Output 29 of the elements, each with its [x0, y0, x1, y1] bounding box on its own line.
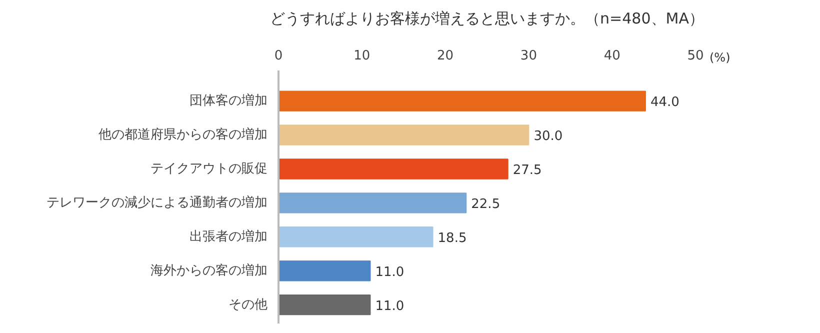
- y-tick-label: 団体客の増加: [190, 92, 268, 109]
- x-axis-title: (%): [710, 50, 730, 64]
- data-label: 11.0: [375, 298, 404, 314]
- chart-title: どうすればよりお客様が増えると思いますか。（n=480、MA）: [270, 10, 704, 28]
- bar: [278, 226, 434, 248]
- y-tick-label: その他: [228, 297, 268, 312]
- data-label: 27.5: [512, 162, 542, 178]
- y-tick-label: テイクアウトの販促: [150, 161, 268, 176]
- y-tick-label: 海外からの客の増加: [150, 262, 268, 278]
- bar: [278, 294, 371, 316]
- x-tick-label: 20: [437, 48, 454, 64]
- bar: [278, 124, 530, 146]
- bar: [278, 158, 508, 180]
- x-tick-label: 40: [604, 48, 620, 64]
- bar: [278, 90, 646, 112]
- bar: [278, 260, 371, 282]
- data-label: 11.0: [375, 264, 404, 280]
- bar: [278, 192, 467, 214]
- data-label: 30.0: [534, 129, 563, 144]
- data-label: 44.0: [650, 95, 680, 110]
- x-tick-label: 30: [520, 48, 537, 64]
- x-tick-label: 10: [354, 48, 370, 64]
- y-tick-label: 出張者の増加: [190, 228, 268, 244]
- data-label: 22.5: [471, 196, 500, 212]
- y-tick-label: 他の都道府県からの客の増加: [98, 126, 268, 143]
- x-tick-label: 50: [687, 48, 704, 64]
- y-tick-label: テレワークの減少による通勤者の増加: [46, 194, 268, 210]
- x-tick-label: 0: [274, 48, 283, 64]
- data-label: 18.5: [438, 230, 467, 246]
